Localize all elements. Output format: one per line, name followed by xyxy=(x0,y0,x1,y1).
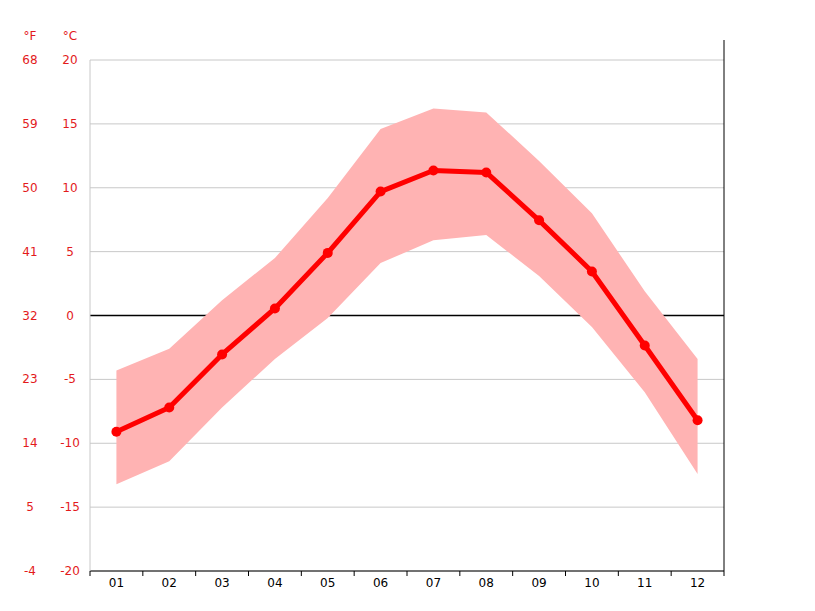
y2-tick-label: 5 xyxy=(26,500,34,514)
y-tick-label: 10 xyxy=(62,181,77,195)
x-tick-label: 08 xyxy=(479,576,494,590)
y2-tick-label: -4 xyxy=(24,564,36,578)
y2-tick-label: 41 xyxy=(22,245,37,259)
chart: -20-15-10-505101520-4514233241505968°C°F… xyxy=(0,0,815,611)
y-tick-label: -5 xyxy=(64,372,76,386)
plot-area xyxy=(111,109,702,485)
x-tick-label: 09 xyxy=(531,576,546,590)
data-point xyxy=(217,349,227,359)
data-point xyxy=(693,415,703,425)
x-tick-mark xyxy=(407,571,408,576)
data-point xyxy=(640,341,650,351)
x-tick-mark xyxy=(354,571,355,576)
y-tick-label: 5 xyxy=(66,245,74,259)
x-tick-label: 06 xyxy=(373,576,388,590)
data-point xyxy=(534,215,544,225)
x-tick-label: 05 xyxy=(320,576,335,590)
x-tick-mark xyxy=(459,571,460,576)
data-point xyxy=(376,187,386,197)
y2-tick-label: 50 xyxy=(22,181,37,195)
x-tick-label: 01 xyxy=(109,576,124,590)
x-tick-label: 11 xyxy=(637,576,652,590)
y-tick-label: 0 xyxy=(66,309,74,323)
x-tick-label: 12 xyxy=(690,576,705,590)
data-point xyxy=(111,427,121,437)
data-point xyxy=(323,248,333,258)
y-tick-label: 20 xyxy=(62,53,77,67)
grid-line xyxy=(90,507,724,508)
x-tick-mark xyxy=(248,571,249,576)
x-tick-mark xyxy=(512,571,513,576)
y2-tick-label: 68 xyxy=(22,53,37,67)
data-point xyxy=(164,402,174,412)
x-tick-mark xyxy=(195,571,196,576)
x-tick-mark xyxy=(671,571,672,576)
x-tick-mark xyxy=(142,571,143,576)
x-tick-label: 10 xyxy=(584,576,599,590)
x-tick-mark xyxy=(565,571,566,576)
y-tick-label: 15 xyxy=(62,117,77,131)
y-tick-label: -10 xyxy=(60,436,80,450)
x-tick-mark xyxy=(90,571,91,576)
y2-tick-label: 14 xyxy=(22,436,37,450)
x-tick-mark xyxy=(618,571,619,576)
right-axis-line xyxy=(724,40,725,571)
grid-line xyxy=(90,60,724,61)
data-point xyxy=(481,167,491,177)
y2-tick-label: 23 xyxy=(22,372,37,386)
x-tick-label: 03 xyxy=(214,576,229,590)
y-axis-title: °C xyxy=(63,29,77,43)
data-point xyxy=(270,303,280,313)
y2-tick-label: 59 xyxy=(22,117,37,131)
y2-axis-title: °F xyxy=(24,29,37,43)
grid xyxy=(90,60,724,571)
mean-line xyxy=(116,171,697,432)
range-band xyxy=(116,109,697,485)
y-tick-label: -15 xyxy=(60,500,80,514)
data-point xyxy=(428,166,438,176)
y-range-line xyxy=(90,60,91,571)
data-point xyxy=(587,266,597,276)
y-tick-label: -20 xyxy=(60,564,80,578)
x-tick-mark xyxy=(724,571,725,576)
x-tick-label: 07 xyxy=(426,576,441,590)
x-tick-mark xyxy=(301,571,302,576)
x-tick-label: 04 xyxy=(267,576,282,590)
y2-tick-label: 32 xyxy=(22,309,37,323)
x-tick-label: 02 xyxy=(162,576,177,590)
